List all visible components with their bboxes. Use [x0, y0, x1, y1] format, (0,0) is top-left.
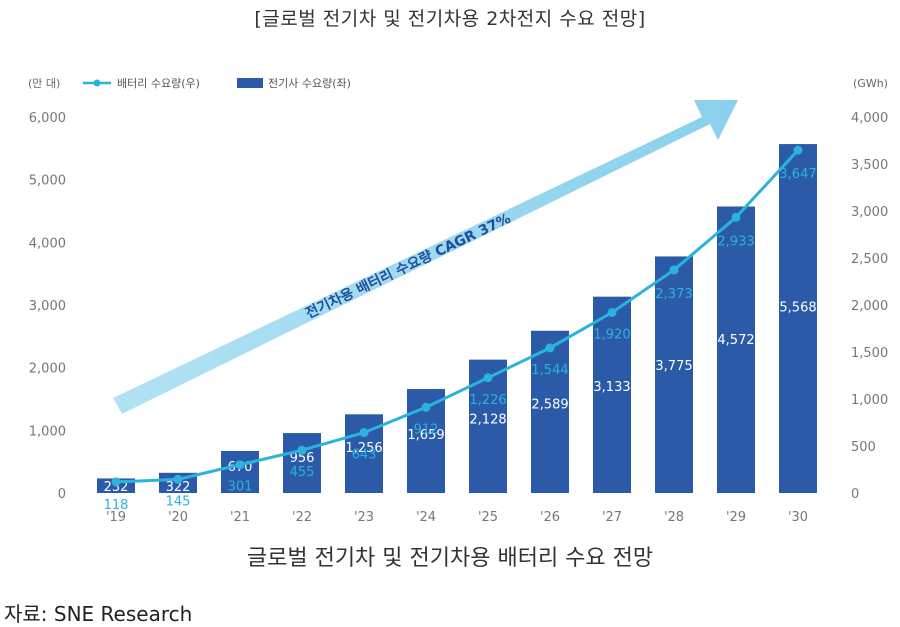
line-value-label: 643	[352, 448, 377, 463]
x-tick-label: '26	[540, 510, 560, 525]
left-tick-label: 2,000	[29, 362, 66, 377]
right-tick-label: 3,500	[851, 158, 888, 173]
legend-line-marker	[93, 79, 101, 87]
line-point	[235, 460, 245, 470]
x-tick-label: '29	[726, 510, 746, 525]
left-axis: 0 1,000 2,000 3,000 4,000 5,000 6,000	[29, 111, 66, 502]
left-tick-label: 4,000	[29, 236, 66, 251]
line-point	[111, 477, 121, 487]
x-tick-label: '24	[416, 510, 436, 525]
chart-caption: 글로벌 전기차 및 전기차용 배터리 수요 전망	[246, 546, 654, 571]
line-value-label: 2,373	[655, 287, 692, 302]
source-note: 자료: SNE Research	[4, 602, 193, 626]
line-value-label: 145	[166, 494, 191, 509]
line-series: 118 145 301 455 643 912 1,226 1,544 1,920 2,373 2,…	[104, 145, 817, 513]
legend-ev: 전기사 수요량(좌)	[268, 77, 351, 90]
bar-value-label: 2,589	[531, 398, 568, 413]
right-tick-label: 2,500	[851, 252, 888, 267]
line-value-label: 2,933	[717, 234, 754, 249]
line-value-label: 912	[414, 422, 439, 437]
right-tick-label: 1,500	[851, 346, 888, 361]
bar	[593, 296, 631, 493]
bar	[221, 451, 259, 493]
bar-value-label: 5,568	[779, 301, 816, 316]
bar-value-label: 3,775	[655, 359, 692, 374]
line-value-label: 1,226	[469, 393, 506, 408]
bar	[717, 206, 755, 493]
line-value-label: 118	[104, 498, 129, 513]
chart: 전기차용 배터리 수요량 CAGR 37% 배터리 수요량(우) 전기사 수요량…	[28, 77, 888, 525]
legend-battery: 배터리 수요량(우)	[117, 77, 200, 90]
line-point	[793, 145, 803, 155]
right-tick-label: 2,000	[851, 299, 888, 314]
bar-series: 2323226709561,2561,6592,1282,5893,1333,7…	[97, 144, 817, 495]
right-axis: 0 500 1,000 1,500 2,000 2,500 3,000 3,500 4,000	[851, 111, 888, 502]
line-value-label: 1,544	[531, 363, 568, 378]
x-tick-label: '25	[478, 510, 498, 525]
line-point	[483, 373, 493, 383]
line-point	[359, 428, 369, 438]
left-tick-label: 6,000	[29, 111, 66, 126]
left-tick-label: 1,000	[29, 424, 66, 439]
x-tick-label: '22	[292, 510, 312, 525]
right-tick-label: 4,000	[851, 111, 888, 126]
bar-value-label: 322	[166, 480, 191, 495]
bar-value-label: 1,659	[407, 428, 444, 443]
cagr-annotation: 전기차용 배터리 수요량 CAGR 37%	[303, 210, 514, 322]
bar-value-label: 3,133	[593, 380, 630, 395]
page-title: [글로벌 전기차 및 전기차용 2차전지 수요 전망]	[254, 8, 646, 30]
x-tick-label: '20	[168, 510, 188, 525]
left-tick-label: 5,000	[29, 174, 66, 189]
left-axis-unit: (만 대)	[28, 77, 60, 90]
bar	[531, 330, 569, 493]
right-tick-label: 3,000	[851, 205, 888, 220]
x-tick-label: '30	[788, 510, 808, 525]
line-value-label: 3,647	[779, 167, 816, 182]
battery-line	[115, 149, 800, 484]
line-value-label: 1,920	[593, 328, 630, 343]
cagr-arrow-shape	[113, 100, 738, 414]
x-tick-label: '27	[602, 510, 622, 525]
left-tick-label: 0	[58, 487, 66, 502]
x-axis: '19 '20 '21 '22 '23 '24 '25 '26 '27 '28 '29 '30	[106, 510, 808, 525]
bar	[655, 256, 693, 493]
right-tick-label: 0	[851, 487, 859, 502]
bar	[283, 433, 321, 493]
bar-value-label: 1,256	[345, 441, 382, 456]
line-point	[607, 308, 617, 318]
left-tick-label: 3,000	[29, 299, 66, 314]
line-value-label: 301	[228, 480, 253, 495]
right-tick-label: 500	[851, 440, 876, 455]
bar-value-label: 956	[290, 451, 315, 466]
bar-value-label: 232	[104, 480, 129, 495]
x-tick-label: '28	[664, 510, 684, 525]
right-axis-unit: (GWh)	[853, 77, 888, 90]
line-point	[731, 212, 741, 222]
bar-value-label: 4,572	[717, 333, 754, 348]
x-tick-label: '19	[106, 510, 126, 525]
line-point	[297, 445, 307, 455]
right-tick-label: 1,000	[851, 393, 888, 408]
legend-bar-swatch	[237, 78, 263, 88]
x-tick-label: '23	[354, 510, 374, 525]
cagr-arrow: 전기차용 배터리 수요량 CAGR 37%	[113, 100, 738, 414]
line-value-label: 455	[290, 465, 315, 480]
bar-value-label: 2,128	[469, 413, 506, 428]
line-point	[669, 265, 679, 275]
x-tick-label: '21	[230, 510, 250, 525]
bar	[779, 144, 817, 493]
line-point	[545, 343, 555, 353]
line-point	[421, 402, 431, 412]
line-point	[173, 474, 183, 484]
legend: 배터리 수요량(우) 전기사 수요량(좌)	[83, 77, 351, 90]
